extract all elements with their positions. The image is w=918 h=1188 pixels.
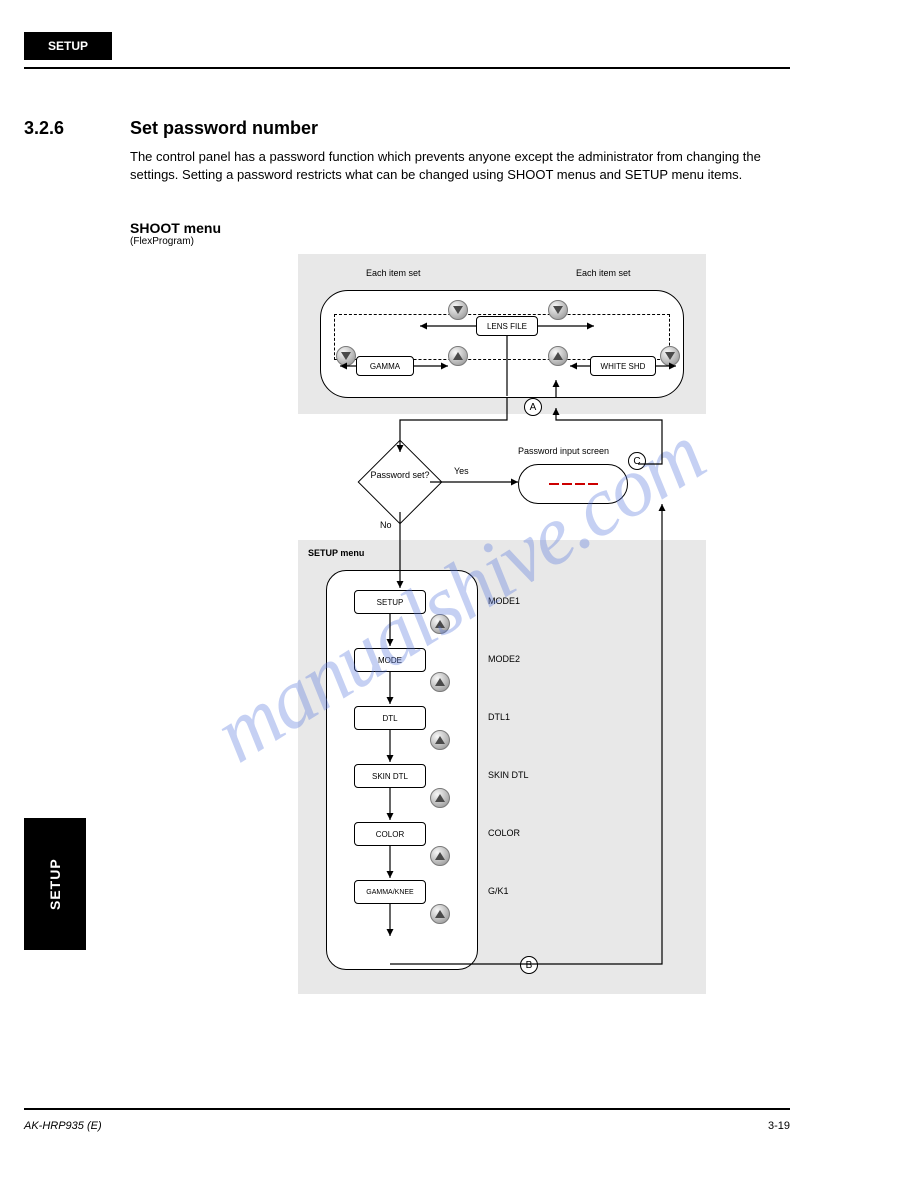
label-yes: Yes: [454, 466, 469, 477]
disp-gamma: GAMMA: [356, 356, 414, 376]
up-icon: [448, 346, 468, 366]
divider-top: [24, 67, 790, 69]
setup-item: COLOR: [354, 822, 426, 846]
setup-item: DTL: [354, 706, 426, 730]
setup-item-desc: COLOR: [488, 828, 520, 839]
down-icon: [660, 346, 680, 366]
down-icon: [548, 300, 568, 320]
down-icon: [448, 300, 468, 320]
setup-item: GAMMA/KNEE: [354, 880, 426, 904]
up-icon: [430, 846, 450, 866]
footer-left: AK-HRP935 (E): [24, 1120, 102, 1132]
setup-menu-label: SETUP menu: [308, 548, 364, 559]
intro-text: The control panel has a password functio…: [130, 148, 790, 184]
divider-bottom: [24, 1108, 790, 1110]
section-number: 3.2.6: [24, 118, 64, 139]
password-display: [518, 464, 628, 504]
decision-diamond: [358, 440, 443, 525]
circle-c: C: [628, 452, 646, 470]
top-label-b: Each item set: [576, 268, 631, 279]
header-tab: SETUP: [24, 32, 112, 60]
up-icon: [548, 346, 568, 366]
decision-text: Password set?: [360, 470, 440, 480]
shoot-menu-header: SHOOT menu: [130, 220, 221, 236]
circle-b: B: [520, 956, 538, 974]
setup-item-desc: MODE2: [488, 654, 520, 665]
up-icon: [430, 904, 450, 924]
down-icon: [336, 346, 356, 366]
setup-item-desc: SKIN DTL: [488, 770, 529, 781]
setup-item: MODE: [354, 648, 426, 672]
disp-lens-file: LENS FILE: [476, 316, 538, 336]
setup-item-desc: MODE1: [488, 596, 520, 607]
circle-a: A: [524, 398, 542, 416]
up-icon: [430, 614, 450, 634]
side-tab: SETUP: [24, 818, 86, 950]
up-icon: [430, 672, 450, 692]
up-icon: [430, 730, 450, 750]
flex-note: (FlexProgram): [130, 236, 194, 247]
setup-item-desc: DTL1: [488, 712, 510, 723]
section-title: Set password number: [130, 118, 318, 139]
label-no: No: [380, 520, 392, 531]
password-label: Password input screen: [518, 446, 609, 457]
top-label-a: Each item set: [366, 268, 421, 279]
page: SETUP 3.2.6 Set password number The cont…: [0, 0, 918, 1188]
setup-item: SKIN DTL: [354, 764, 426, 788]
up-icon: [430, 788, 450, 808]
footer-right: 3-19: [768, 1120, 790, 1132]
setup-item-desc: G/K1: [488, 886, 509, 897]
setup-item: SETUP: [354, 590, 426, 614]
disp-white-shd: WHITE SHD: [590, 356, 656, 376]
